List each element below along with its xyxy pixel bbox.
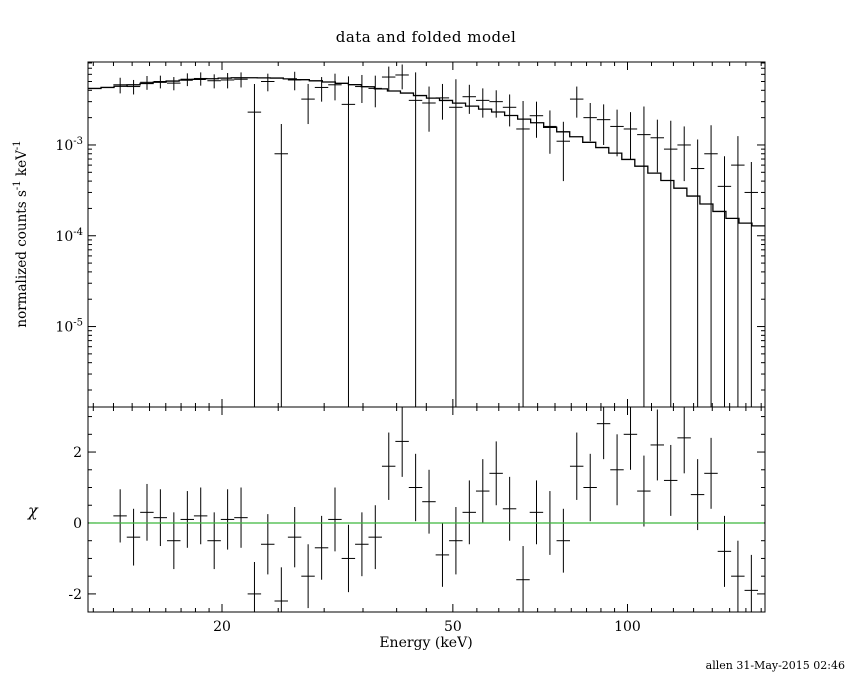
y-axis-label: normalized counts s-1 keV-1 <box>12 140 30 327</box>
svg-text:20: 20 <box>213 619 231 635</box>
footer-credit: allen 31-May-2015 02:46 <box>706 659 845 672</box>
svg-text:50: 50 <box>444 619 462 635</box>
svg-text:-2: -2 <box>68 587 82 603</box>
plot-title: data and folded model <box>336 28 517 46</box>
svg-text:10-5: 10-5 <box>55 318 83 336</box>
folded-model-line <box>88 77 765 227</box>
x-axis-label: Energy (keV) <box>379 635 472 651</box>
model-step-path <box>88 77 765 227</box>
svg-text:10-4: 10-4 <box>55 227 83 245</box>
spectrum-data-points <box>113 64 758 407</box>
svg-text:10-3: 10-3 <box>55 136 83 154</box>
svg-text:0: 0 <box>73 516 82 532</box>
svg-text:2: 2 <box>73 445 82 461</box>
svg-text:100: 100 <box>614 619 641 635</box>
axes-and-ticks: 20 50 100 10-3 10-4 10-5 -2 0 2 <box>55 61 766 635</box>
chi-axis-label: χ <box>27 501 39 520</box>
chi-residual-points <box>89 407 764 612</box>
